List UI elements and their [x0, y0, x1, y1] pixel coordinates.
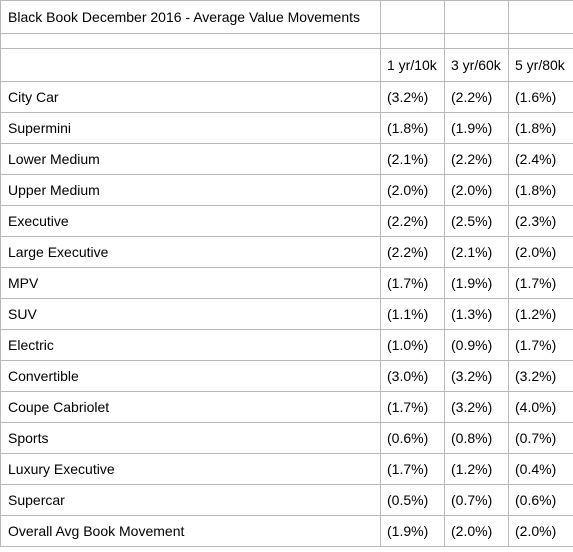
row-label: Overall Avg Book Movement	[0, 515, 381, 547]
row-label: SUV	[0, 298, 381, 330]
row-label: Supermini	[0, 112, 381, 144]
table-row: Large Executive (2.2%) (2.1%) (2.0%)	[0, 236, 573, 268]
row-label: Executive	[0, 205, 381, 237]
table-row: Lower Medium (2.1%) (2.2%) (2.4%)	[0, 143, 573, 175]
value-cell: (1.9%)	[380, 515, 445, 547]
table-row: Luxury Executive (1.7%) (1.2%) (0.4%)	[0, 453, 573, 485]
table-row: City Car (3.2%) (2.2%) (1.6%)	[0, 81, 573, 113]
empty-cell	[508, 0, 573, 34]
table-title: Black Book December 2016 - Average Value…	[0, 0, 381, 34]
value-cell: (1.2%)	[444, 453, 509, 485]
value-cell: (1.7%)	[380, 391, 445, 423]
value-cell: (2.3%)	[508, 205, 573, 237]
empty-cell	[444, 33, 509, 49]
table-row: Electric (1.0%) (0.9%) (1.7%)	[0, 329, 573, 361]
value-cell: (2.2%)	[444, 143, 509, 175]
row-label: Luxury Executive	[0, 453, 381, 485]
value-cell: (2.0%)	[444, 515, 509, 547]
row-label: City Car	[0, 81, 381, 113]
value-cell: (0.6%)	[508, 484, 573, 516]
value-cell: (2.0%)	[508, 515, 573, 547]
value-cell: (0.7%)	[444, 484, 509, 516]
column-header: 5 yr/80k	[508, 48, 573, 82]
value-cell: (1.9%)	[444, 112, 509, 144]
table-row: Overall Avg Book Movement (1.9%) (2.0%) (2.…	[0, 515, 573, 547]
value-cell: (3.2%)	[444, 391, 509, 423]
value-cell: (1.7%)	[380, 267, 445, 299]
row-label: Lower Medium	[0, 143, 381, 175]
row-label: Electric	[0, 329, 381, 361]
value-cell: (1.7%)	[508, 267, 573, 299]
value-cell: (3.0%)	[380, 360, 445, 392]
table-row: Upper Medium (2.0%) (2.0%) (1.8%)	[0, 174, 573, 206]
value-cell: (0.9%)	[444, 329, 509, 361]
row-label: Sports	[0, 422, 381, 454]
value-cell: (1.8%)	[380, 112, 445, 144]
spacer-row	[0, 33, 573, 49]
value-cell: (1.8%)	[508, 112, 573, 144]
value-cell: (2.5%)	[444, 205, 509, 237]
value-cell: (2.4%)	[508, 143, 573, 175]
table-row: Convertible (3.0%) (3.2%) (3.2%)	[0, 360, 573, 392]
value-cell: (1.3%)	[444, 298, 509, 330]
value-cell: (2.0%)	[380, 174, 445, 206]
value-cell: (0.4%)	[508, 453, 573, 485]
table-row: MPV (1.7%) (1.9%) (1.7%)	[0, 267, 573, 299]
value-cell: (2.2%)	[380, 205, 445, 237]
value-cell: (2.2%)	[380, 236, 445, 268]
value-cell: (1.1%)	[380, 298, 445, 330]
value-cell: (1.9%)	[444, 267, 509, 299]
empty-cell	[380, 0, 445, 34]
value-cell: (0.7%)	[508, 422, 573, 454]
row-label: Coupe Cabriolet	[0, 391, 381, 423]
value-cell: (3.2%)	[380, 81, 445, 113]
value-cell: (1.7%)	[380, 453, 445, 485]
table-row: Supercar (0.5%) (0.7%) (0.6%)	[0, 484, 573, 516]
value-cell: (0.8%)	[444, 422, 509, 454]
table-row: Coupe Cabriolet (1.7%) (3.2%) (4.0%)	[0, 391, 573, 423]
value-cell: (1.7%)	[508, 329, 573, 361]
empty-cell	[0, 48, 381, 82]
value-cell: (4.0%)	[508, 391, 573, 423]
empty-cell	[380, 33, 445, 49]
table-row: Supermini (1.8%) (1.9%) (1.8%)	[0, 112, 573, 144]
row-label: Convertible	[0, 360, 381, 392]
column-header: 1 yr/10k	[380, 48, 445, 82]
column-header: 3 yr/60k	[444, 48, 509, 82]
row-label: Upper Medium	[0, 174, 381, 206]
table-row: Executive (2.2%) (2.5%) (2.3%)	[0, 205, 573, 237]
value-cell: (2.2%)	[444, 81, 509, 113]
title-row: Black Book December 2016 - Average Value…	[0, 0, 573, 34]
value-cell: (1.6%)	[508, 81, 573, 113]
empty-cell	[444, 0, 509, 34]
header-row: 1 yr/10k 3 yr/60k 5 yr/80k	[0, 48, 573, 82]
table-row: Sports (0.6%) (0.8%) (0.7%)	[0, 422, 573, 454]
empty-cell	[0, 33, 381, 49]
value-cell: (2.1%)	[444, 236, 509, 268]
value-cell: (2.0%)	[444, 174, 509, 206]
value-cell: (1.2%)	[508, 298, 573, 330]
value-cell: (2.0%)	[508, 236, 573, 268]
value-cell: (0.5%)	[380, 484, 445, 516]
value-cell: (2.1%)	[380, 143, 445, 175]
value-cell: (1.8%)	[508, 174, 573, 206]
value-cell: (1.0%)	[380, 329, 445, 361]
value-cell: (3.2%)	[508, 360, 573, 392]
empty-cell	[508, 33, 573, 49]
value-cell: (0.6%)	[380, 422, 445, 454]
row-label: Supercar	[0, 484, 381, 516]
table-row: SUV (1.1%) (1.3%) (1.2%)	[0, 298, 573, 330]
value-cell: (3.2%)	[444, 360, 509, 392]
row-label: Large Executive	[0, 236, 381, 268]
row-label: MPV	[0, 267, 381, 299]
